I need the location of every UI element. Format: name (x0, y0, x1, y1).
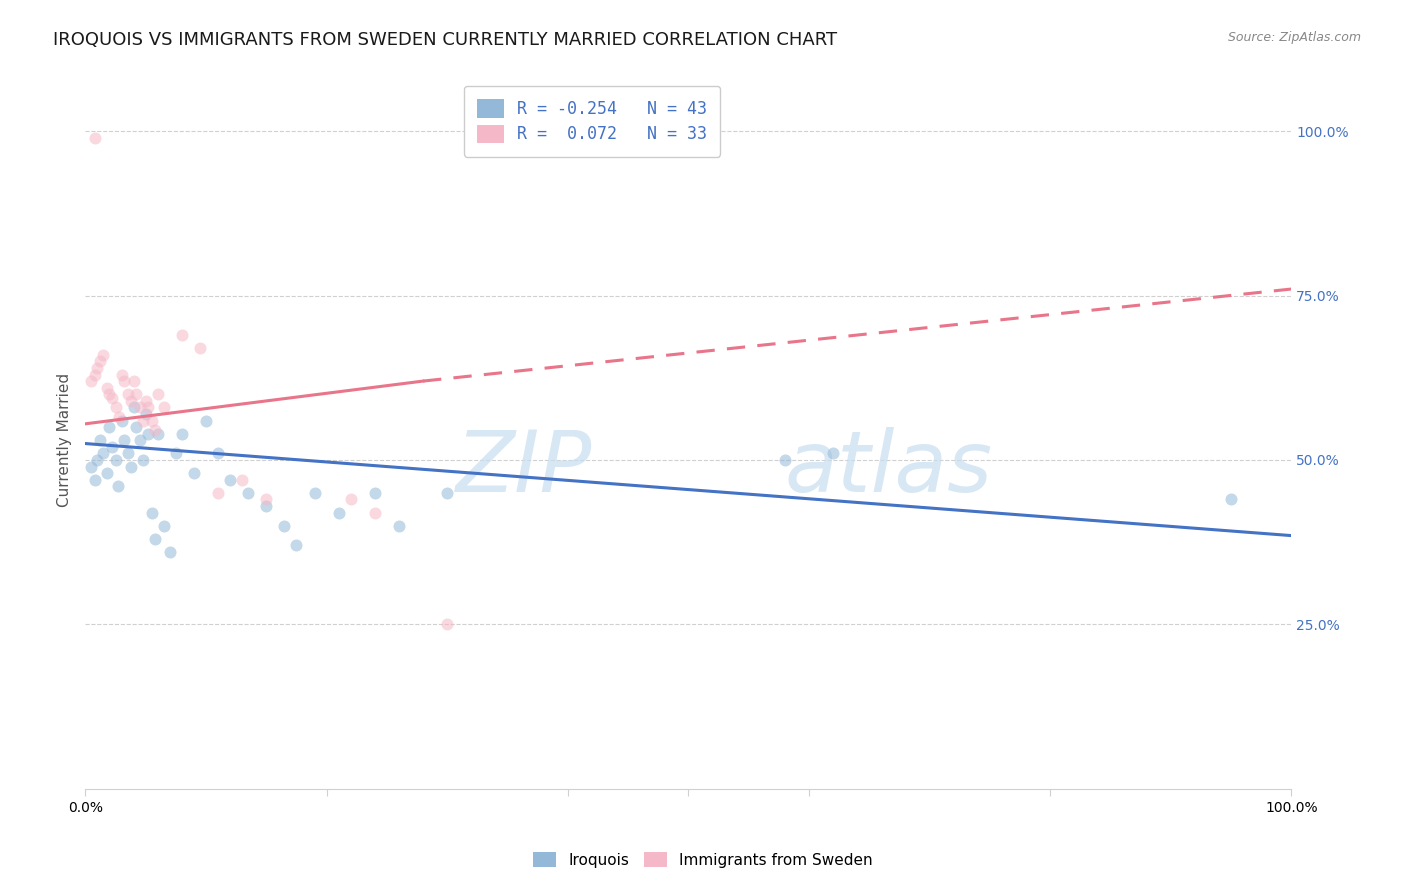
Point (122, 374, 145, 388)
Point (135, 407, 157, 421)
Point (125, 420, 148, 434)
Point (254, 492, 277, 507)
Y-axis label: Currently Married: Currently Married (58, 373, 72, 508)
Point (285, 539, 308, 553)
Point (183, 466, 205, 480)
Point (89, 354, 111, 368)
Point (207, 486, 229, 500)
Point (159, 545, 181, 559)
Point (823, 446, 845, 460)
Point (122, 401, 145, 415)
Point (304, 486, 326, 500)
Point (98, 420, 121, 434)
Point (135, 393, 157, 408)
Point (339, 492, 361, 507)
Point (141, 413, 163, 427)
Point (84, 130, 107, 145)
Point (219, 473, 242, 487)
Legend: R = -0.254   N = 43, R =  0.072   N = 33: R = -0.254 N = 43, R = 0.072 N = 33 (464, 87, 720, 157)
Point (108, 410, 131, 425)
Point (112, 374, 135, 388)
Point (231, 473, 253, 487)
Point (110, 413, 132, 427)
Point (96, 381, 118, 395)
Point (194, 413, 217, 427)
Point (328, 506, 350, 520)
Point (110, 368, 132, 382)
Point (86, 453, 108, 467)
Point (1220, 492, 1243, 507)
Point (152, 401, 174, 415)
Legend: Iroquois, Immigrants from Sweden: Iroquois, Immigrants from Sweden (527, 846, 879, 873)
Point (364, 506, 387, 520)
Point (80, 374, 103, 388)
Point (98, 387, 121, 401)
Point (84, 368, 107, 382)
Text: ZIP: ZIP (456, 426, 592, 509)
Point (143, 424, 166, 438)
Point (136, 426, 159, 441)
Point (146, 426, 169, 441)
Text: Source: ZipAtlas.com: Source: ZipAtlas.com (1227, 31, 1361, 45)
Point (117, 446, 139, 460)
Point (101, 440, 124, 454)
Point (117, 387, 139, 401)
Point (273, 518, 295, 533)
Point (132, 453, 155, 467)
Point (89, 434, 111, 448)
Point (152, 518, 174, 533)
Point (188, 341, 211, 355)
Point (436, 617, 458, 632)
Point (104, 401, 127, 415)
Point (104, 453, 127, 467)
Point (93, 348, 115, 362)
Point (143, 532, 166, 546)
Point (96, 466, 118, 480)
Point (80, 459, 103, 474)
Point (112, 434, 135, 448)
Point (388, 518, 411, 533)
Point (436, 486, 458, 500)
Point (364, 486, 387, 500)
Point (141, 506, 163, 520)
Point (136, 401, 159, 415)
Point (93, 446, 115, 460)
Point (238, 486, 260, 500)
Point (101, 391, 124, 405)
Point (128, 434, 150, 448)
Point (170, 328, 193, 343)
Point (132, 413, 155, 427)
Point (170, 426, 193, 441)
Text: atlas: atlas (785, 426, 993, 509)
Point (773, 453, 796, 467)
Point (84, 473, 107, 487)
Point (125, 387, 148, 401)
Point (128, 401, 150, 415)
Point (120, 459, 142, 474)
Point (86, 360, 108, 375)
Point (207, 446, 229, 460)
Text: IROQUOIS VS IMMIGRANTS FROM SWEDEN CURRENTLY MARRIED CORRELATION CHART: IROQUOIS VS IMMIGRANTS FROM SWEDEN CURRE… (53, 31, 838, 49)
Point (107, 479, 129, 493)
Point (165, 446, 187, 460)
Point (254, 499, 277, 513)
Point (146, 387, 169, 401)
Point (120, 393, 142, 408)
